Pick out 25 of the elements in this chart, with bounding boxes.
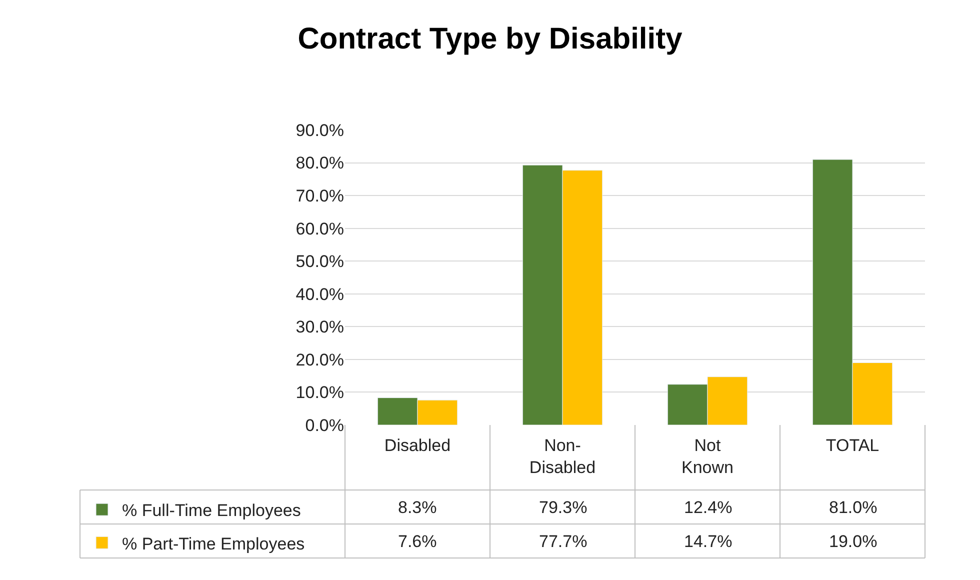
data-label: 81.0% bbox=[829, 498, 878, 517]
chart-title: Contract Type by Disability bbox=[298, 22, 683, 56]
y-tick-label: 10.0% bbox=[296, 383, 344, 402]
y-tick-label: 20.0% bbox=[296, 350, 344, 370]
data-label: 19.0% bbox=[829, 532, 878, 551]
x-tick-label: Disabled bbox=[384, 436, 451, 455]
legend-label: % Full-Time Employees bbox=[122, 501, 301, 520]
data-label: 14.7% bbox=[684, 532, 732, 551]
x-tick-label: TOTAL bbox=[826, 436, 880, 455]
data-label: 12.4% bbox=[684, 498, 732, 517]
y-tick-label: 90.0% bbox=[296, 120, 344, 140]
x-tick-label: Not Known bbox=[682, 436, 734, 478]
y-tick-label: 70.0% bbox=[296, 186, 344, 206]
y-tick-label: 60.0% bbox=[296, 219, 344, 238]
y-tick-label: 50.0% bbox=[296, 252, 344, 272]
y-tick-label: 40.0% bbox=[296, 284, 344, 304]
data-label: 79.3% bbox=[539, 498, 588, 517]
legend-label: % Part-Time Employees bbox=[122, 534, 305, 554]
data-label: 8.3% bbox=[398, 498, 437, 517]
data-label: 77.7% bbox=[539, 532, 588, 551]
x-tick-label: Non-Disabled bbox=[529, 436, 596, 478]
data-label: 7.6% bbox=[398, 532, 437, 551]
y-tick-label: 80.0% bbox=[296, 154, 344, 173]
y-tick-label: 0.0% bbox=[305, 416, 344, 435]
y-tick-label: 30.0% bbox=[296, 318, 344, 337]
